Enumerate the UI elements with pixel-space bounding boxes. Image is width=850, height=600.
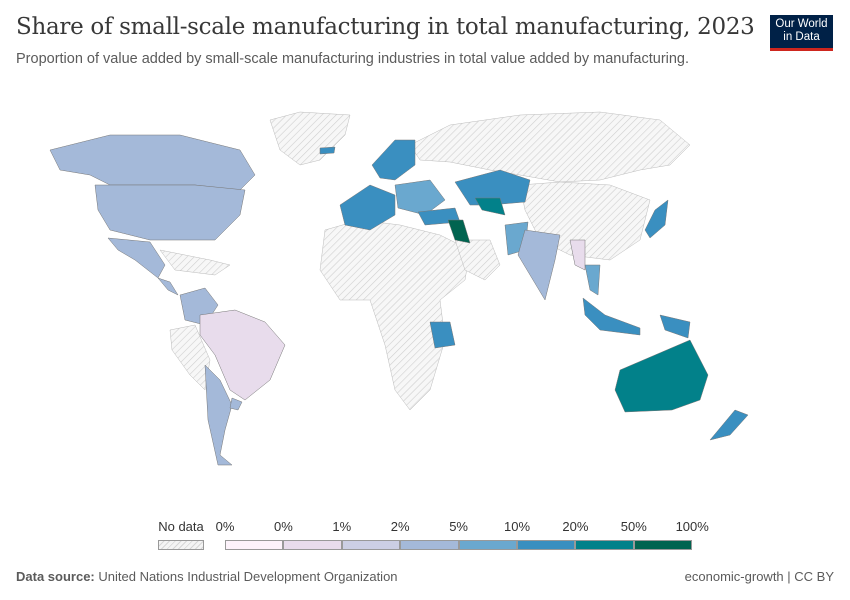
legend-swatch[interactable] (400, 540, 459, 550)
country-thailand[interactable] (584, 264, 601, 296)
country-indonesia[interactable] (582, 297, 641, 336)
country-iraq[interactable] (447, 219, 471, 244)
legend-swatch[interactable] (283, 540, 342, 550)
owid-logo[interactable]: Our World in Data (770, 15, 833, 51)
chart-title: Share of small-scale manufacturing in to… (16, 14, 755, 40)
world-map[interactable] (0, 90, 850, 490)
legend-no-data-label: No data (158, 519, 204, 534)
country-no-data[interactable] (159, 249, 231, 276)
country-india[interactable] (517, 229, 561, 301)
country-iceland[interactable] (319, 146, 336, 155)
legend-swatch[interactable] (458, 540, 517, 550)
country-papua[interactable] (659, 314, 691, 339)
country-no-data[interactable] (169, 324, 211, 391)
legend-tick: 100% (675, 519, 709, 534)
country-new-zealand[interactable] (709, 409, 749, 441)
country-uzbekistan[interactable] (474, 197, 506, 216)
country-no-data[interactable] (269, 111, 351, 166)
country-myanmar[interactable] (569, 239, 586, 271)
country-japan[interactable] (644, 199, 669, 239)
country-uruguay[interactable] (229, 397, 243, 411)
country-central-america[interactable] (157, 277, 179, 296)
logo-line1: Our World (775, 18, 828, 30)
country-mexico[interactable] (107, 237, 166, 279)
country-tanzania[interactable] (429, 321, 456, 349)
source-label: Data source: (16, 569, 95, 584)
country-no-data[interactable] (319, 219, 471, 411)
country-southern-cone[interactable] (204, 364, 233, 466)
country-scandinavia[interactable] (371, 139, 416, 181)
country-australia[interactable] (614, 339, 709, 413)
legend: No data 0% 0% 1% 2% 5% 10% 20% 50% 100% (0, 515, 850, 555)
legend-swatch[interactable] (517, 540, 576, 550)
country-no-data[interactable] (454, 239, 501, 281)
country-kazakhstan[interactable] (454, 169, 531, 206)
legend-swatch[interactable] (341, 540, 401, 550)
country-canada[interactable] (49, 134, 256, 191)
country-brazil[interactable] (199, 309, 286, 401)
license-link[interactable]: economic-growth | CC BY (684, 569, 834, 584)
legend-swatch[interactable] (633, 540, 693, 550)
legend-tick: 20% (562, 519, 589, 534)
legend-no-data-swatch (158, 540, 204, 550)
chart-subtitle: Proportion of value added by small-scale… (16, 51, 690, 67)
country-western-europe[interactable] (339, 184, 396, 231)
country-no-data[interactable] (409, 111, 691, 183)
legend-tick: 2% (390, 519, 410, 534)
legend-tick: 0% (215, 519, 235, 534)
country-usa[interactable] (94, 184, 246, 241)
legend-tick: 10% (503, 519, 531, 534)
country-central-europe[interactable] (394, 179, 446, 216)
data-source: Data source: United Nations Industrial D… (16, 569, 398, 584)
legend-tick: 1% (332, 519, 352, 534)
source-link[interactable]: United Nations Industrial Development Or… (98, 569, 398, 584)
logo-line2: in Data (783, 31, 820, 43)
legend-tick: 0% (273, 519, 293, 534)
legend-swatch[interactable] (225, 540, 284, 550)
legend-tick: 50% (620, 519, 647, 534)
legend-tick: 5% (449, 519, 468, 534)
legend-swatch[interactable] (575, 540, 634, 550)
